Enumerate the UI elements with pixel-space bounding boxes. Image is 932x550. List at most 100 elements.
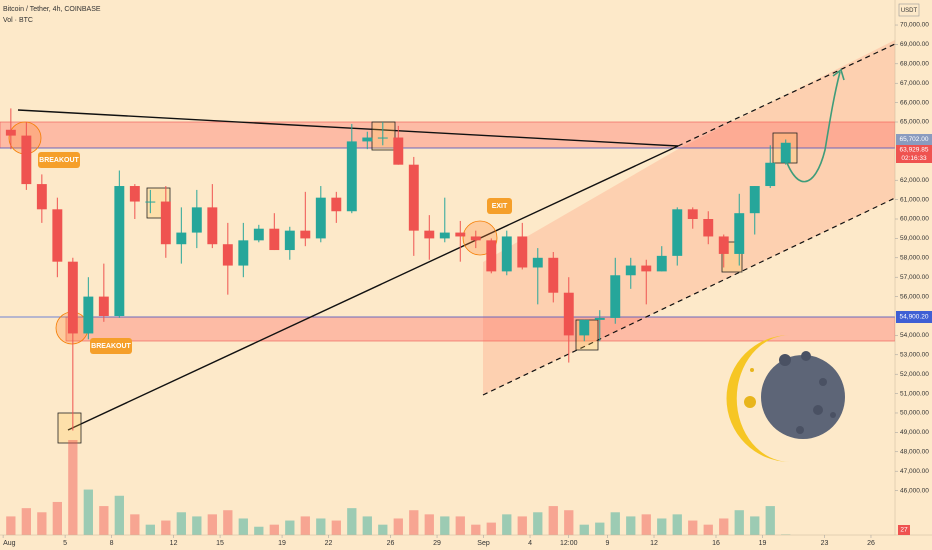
volume-bar bbox=[362, 516, 372, 535]
y-tick-label: 57,000.00 bbox=[900, 274, 929, 281]
volume-bar bbox=[378, 524, 388, 535]
y-tick-label: 49,000.00 bbox=[900, 429, 929, 436]
y-tick-label: 68,000.00 bbox=[900, 61, 929, 68]
price-tag-label: 65,702.00 bbox=[900, 136, 929, 143]
y-tick-label: 58,000.00 bbox=[900, 255, 929, 262]
axis-labels: 46,000.00 47,000.00 48,000.00 49,000.00 50,0… bbox=[2, 22, 929, 547]
candle-body bbox=[687, 209, 698, 220]
chart-subtitle: Vol · BTC bbox=[3, 17, 33, 24]
y-tick-label: 65,000.00 bbox=[900, 119, 929, 126]
volume-bar bbox=[161, 520, 171, 535]
volume-bar bbox=[471, 524, 481, 535]
volume-bar bbox=[37, 512, 47, 535]
candle-body bbox=[315, 197, 326, 239]
trendline bbox=[67, 145, 679, 431]
x-tick-label: 12:00 bbox=[560, 540, 578, 547]
volume-tag bbox=[898, 525, 910, 535]
candle-body bbox=[176, 232, 187, 245]
candle-body bbox=[610, 275, 621, 318]
annotation: BREAKOUT bbox=[39, 157, 79, 164]
candle-body bbox=[300, 230, 311, 239]
candle-body bbox=[718, 236, 729, 254]
label-box bbox=[38, 152, 80, 168]
volume-bar bbox=[68, 440, 78, 535]
volume-bar bbox=[517, 516, 527, 535]
price-tag bbox=[896, 134, 932, 145]
price-tag bbox=[896, 311, 932, 323]
marks bbox=[5, 108, 791, 535]
volume-bar bbox=[300, 516, 310, 535]
y-tick-label: 67,000.00 bbox=[900, 80, 929, 87]
x-tick-label: 26 bbox=[387, 540, 395, 547]
x-tick-label: 8 bbox=[110, 540, 114, 547]
volume-bar bbox=[145, 524, 155, 535]
candle-body bbox=[52, 209, 63, 262]
candle-body bbox=[625, 265, 636, 276]
annotation: BREAKOUT bbox=[91, 343, 131, 350]
volume-bar bbox=[409, 510, 419, 535]
x-tick-label: 15 bbox=[216, 540, 224, 547]
x-tick-label: 12 bbox=[170, 540, 178, 547]
candle-body bbox=[563, 292, 574, 336]
drawings: BREAKOUT BREAKOUT EXIT bbox=[0, 40, 896, 462]
price-tag-label: 54,900.20 bbox=[900, 314, 929, 321]
price-tag-label: 63,929.85 bbox=[900, 147, 929, 154]
candle-body bbox=[424, 230, 435, 239]
x-tick-label: 26 bbox=[867, 540, 875, 547]
candle-body bbox=[672, 209, 683, 256]
candle-body bbox=[269, 228, 280, 251]
volume-bar bbox=[502, 514, 512, 535]
candle-body bbox=[207, 207, 218, 245]
label-box bbox=[487, 198, 512, 214]
y-tick-label: 59,000.00 bbox=[900, 235, 929, 242]
price-tag bbox=[896, 145, 932, 163]
volume-bar bbox=[238, 518, 248, 535]
volume-bar bbox=[424, 514, 434, 535]
x-tick-label: 9 bbox=[606, 540, 610, 547]
volume-bar bbox=[486, 522, 496, 535]
arrow-head bbox=[832, 68, 845, 81]
volume-bar bbox=[99, 506, 109, 535]
volume-bar bbox=[626, 516, 636, 535]
y-tick-label: 70,000.00 bbox=[900, 22, 929, 29]
channel-upper bbox=[677, 43, 896, 147]
support-zone bbox=[65, 316, 896, 342]
candle-body bbox=[501, 236, 512, 272]
volume-bar bbox=[734, 510, 744, 535]
candle-body bbox=[362, 137, 373, 142]
candle-body bbox=[703, 219, 714, 237]
y-tick-label: 53,000.00 bbox=[900, 352, 929, 359]
candle-body bbox=[734, 213, 745, 254]
x-tick-label: 12 bbox=[650, 540, 658, 547]
candle-body bbox=[67, 261, 78, 334]
candle-body bbox=[253, 228, 264, 241]
candle-body bbox=[21, 135, 32, 185]
candle-body bbox=[5, 129, 16, 136]
volume-bar bbox=[114, 495, 124, 535]
volume-bar bbox=[533, 512, 543, 535]
volume-bar bbox=[595, 522, 605, 535]
volume-bar bbox=[331, 520, 341, 535]
candle-body bbox=[486, 240, 497, 272]
y-tick-label: 51,000.00 bbox=[900, 390, 929, 397]
projection-arrow bbox=[781, 71, 841, 183]
candle-body bbox=[517, 236, 528, 268]
x-tick-label: 23 bbox=[821, 540, 829, 547]
volume-bar bbox=[347, 508, 357, 535]
candle-body bbox=[98, 296, 109, 316]
candle-body bbox=[455, 232, 466, 237]
x-tick-label: Sep bbox=[477, 540, 490, 547]
volume-bar bbox=[6, 516, 16, 535]
x-tick-label: 22 bbox=[325, 540, 333, 547]
volume-bar bbox=[672, 514, 682, 535]
box bbox=[371, 121, 396, 151]
box bbox=[57, 412, 82, 444]
candle-body bbox=[145, 201, 156, 203]
volume-bar bbox=[192, 516, 202, 535]
volume-bar bbox=[393, 518, 403, 535]
trendline bbox=[17, 109, 679, 147]
x-tick-label: Aug bbox=[3, 540, 16, 547]
moon-icon bbox=[726, 335, 845, 462]
volume-bar bbox=[254, 526, 264, 535]
